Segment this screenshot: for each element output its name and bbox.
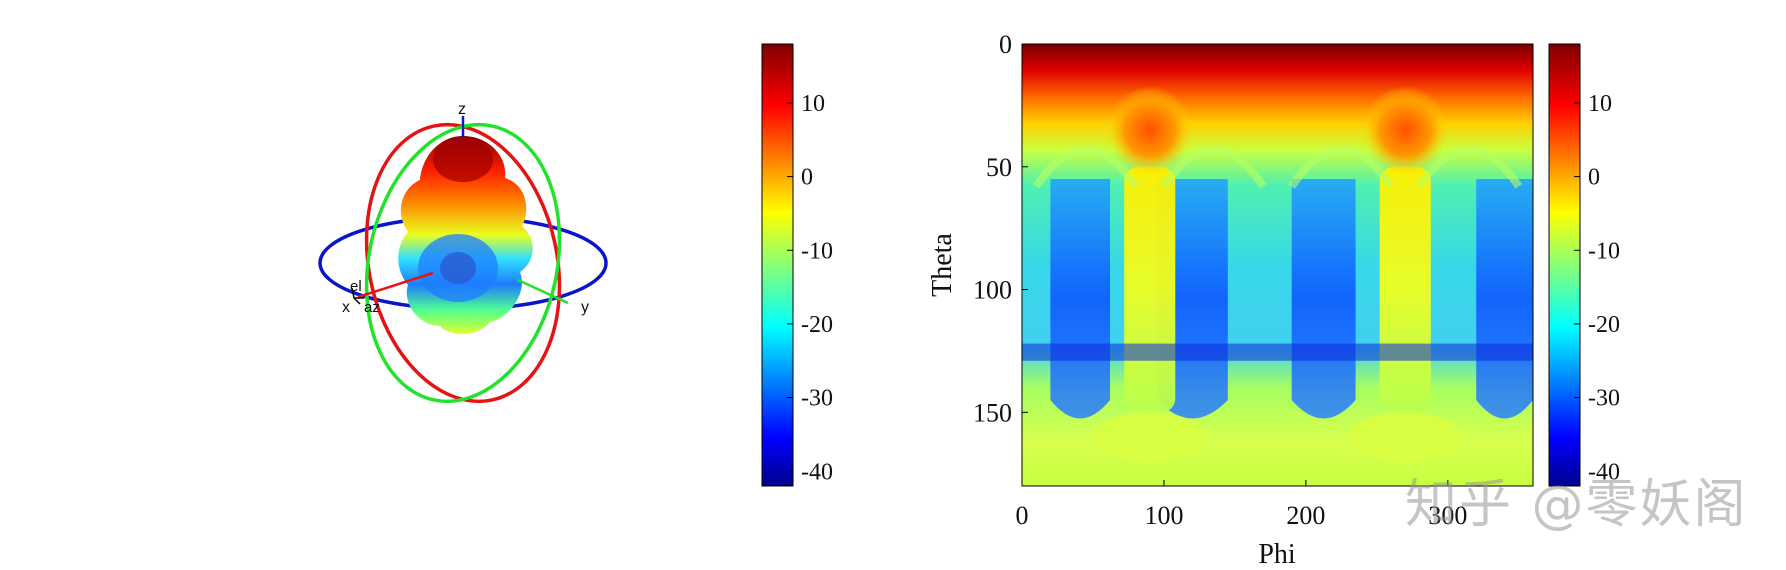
az-label: az xyxy=(364,299,380,316)
heatmap-hotspot xyxy=(1362,85,1448,175)
colorbar-tick-label: 10 xyxy=(1588,91,1612,117)
heatmap-arc xyxy=(1416,145,1523,189)
heatmap-arc xyxy=(1032,145,1139,189)
heatmap-hotspot xyxy=(1107,85,1193,175)
heatmap-region xyxy=(1291,179,1356,419)
colorbar-tick-label: 10 xyxy=(801,91,825,117)
x-tick-label: 200 xyxy=(1286,501,1325,530)
elevation-ring-red xyxy=(364,122,562,404)
colorbar-tick-label: 0 xyxy=(1588,165,1600,191)
y-tick-label: 150 xyxy=(973,398,1012,427)
heatmap-region xyxy=(1348,412,1463,462)
colorbar-left-ticks: 10 0 -10 -20 -30 -40 xyxy=(787,91,833,485)
x-tick-label: 300 xyxy=(1428,501,1467,530)
y-tick-label: 50 xyxy=(986,153,1012,182)
colorbar-right: 10 0 -10 -20 -30 -40 xyxy=(1548,43,1620,487)
y-tick-label: 0 xyxy=(999,30,1012,59)
watermark: 知乎 @零妖阁 xyxy=(1405,475,1748,535)
colorbar-right-ticks: 10 0 -10 -20 -30 -40 xyxy=(1574,91,1620,485)
heatmap-xticks: 0 100 200 300 xyxy=(1016,480,1467,530)
y-axis-label: y xyxy=(581,299,589,316)
heatmap-image xyxy=(1022,44,1533,486)
y-axis-line xyxy=(517,278,569,305)
y-tick-label: 100 xyxy=(973,276,1012,305)
heatmap-region xyxy=(1124,166,1176,413)
colorbar-tick-label: 0 xyxy=(801,165,813,191)
colorbar-tick-label: -20 xyxy=(801,312,833,338)
pattern-3d: z x y el az xyxy=(318,101,608,404)
el-label: el xyxy=(350,278,362,295)
heatmap-xlabel: Phi xyxy=(1258,539,1296,570)
x-tick-label: 0 xyxy=(1016,501,1029,530)
colorbar-left: 10 0 -10 -20 -30 -40 xyxy=(761,43,833,487)
elevation-ring-green xyxy=(364,122,562,404)
heatmap-region xyxy=(1092,412,1207,462)
heatmap-ylabel: Theta xyxy=(927,233,958,297)
colorbar-tick-label: -10 xyxy=(1588,238,1620,264)
heatmap-arc xyxy=(1160,145,1267,189)
x-axis-label: x xyxy=(342,299,350,316)
heatmap-region xyxy=(1050,179,1111,419)
heatmap-streak xyxy=(1022,343,1533,361)
x-tick-label: 100 xyxy=(1144,501,1183,530)
colorbar-tick-label: -10 xyxy=(801,238,833,264)
colorbar-tick-label: -40 xyxy=(1588,459,1620,485)
heatmap-region xyxy=(1476,179,1533,419)
colorbar-tick-label: -40 xyxy=(801,459,833,485)
heatmap-arc xyxy=(1288,145,1395,189)
pattern-surface xyxy=(398,136,533,334)
heatmap-plot: 0 100 200 300 0 50 100 150 Phi Theta xyxy=(927,30,1534,570)
x-axis-line xyxy=(357,271,434,299)
colorbar-tick-label: -20 xyxy=(1588,312,1620,338)
colorbar-tick-label: -30 xyxy=(1588,386,1620,412)
heatmap-yticks: 0 50 100 150 xyxy=(973,30,1028,427)
colorbar-right-bar xyxy=(1548,43,1581,487)
heatmap-region xyxy=(1379,166,1431,413)
colorbar-tick-label: -30 xyxy=(801,386,833,412)
heatmap-frame xyxy=(1021,43,1534,487)
colorbar-left-bar xyxy=(761,43,794,487)
z-axis-label: z xyxy=(458,101,466,118)
